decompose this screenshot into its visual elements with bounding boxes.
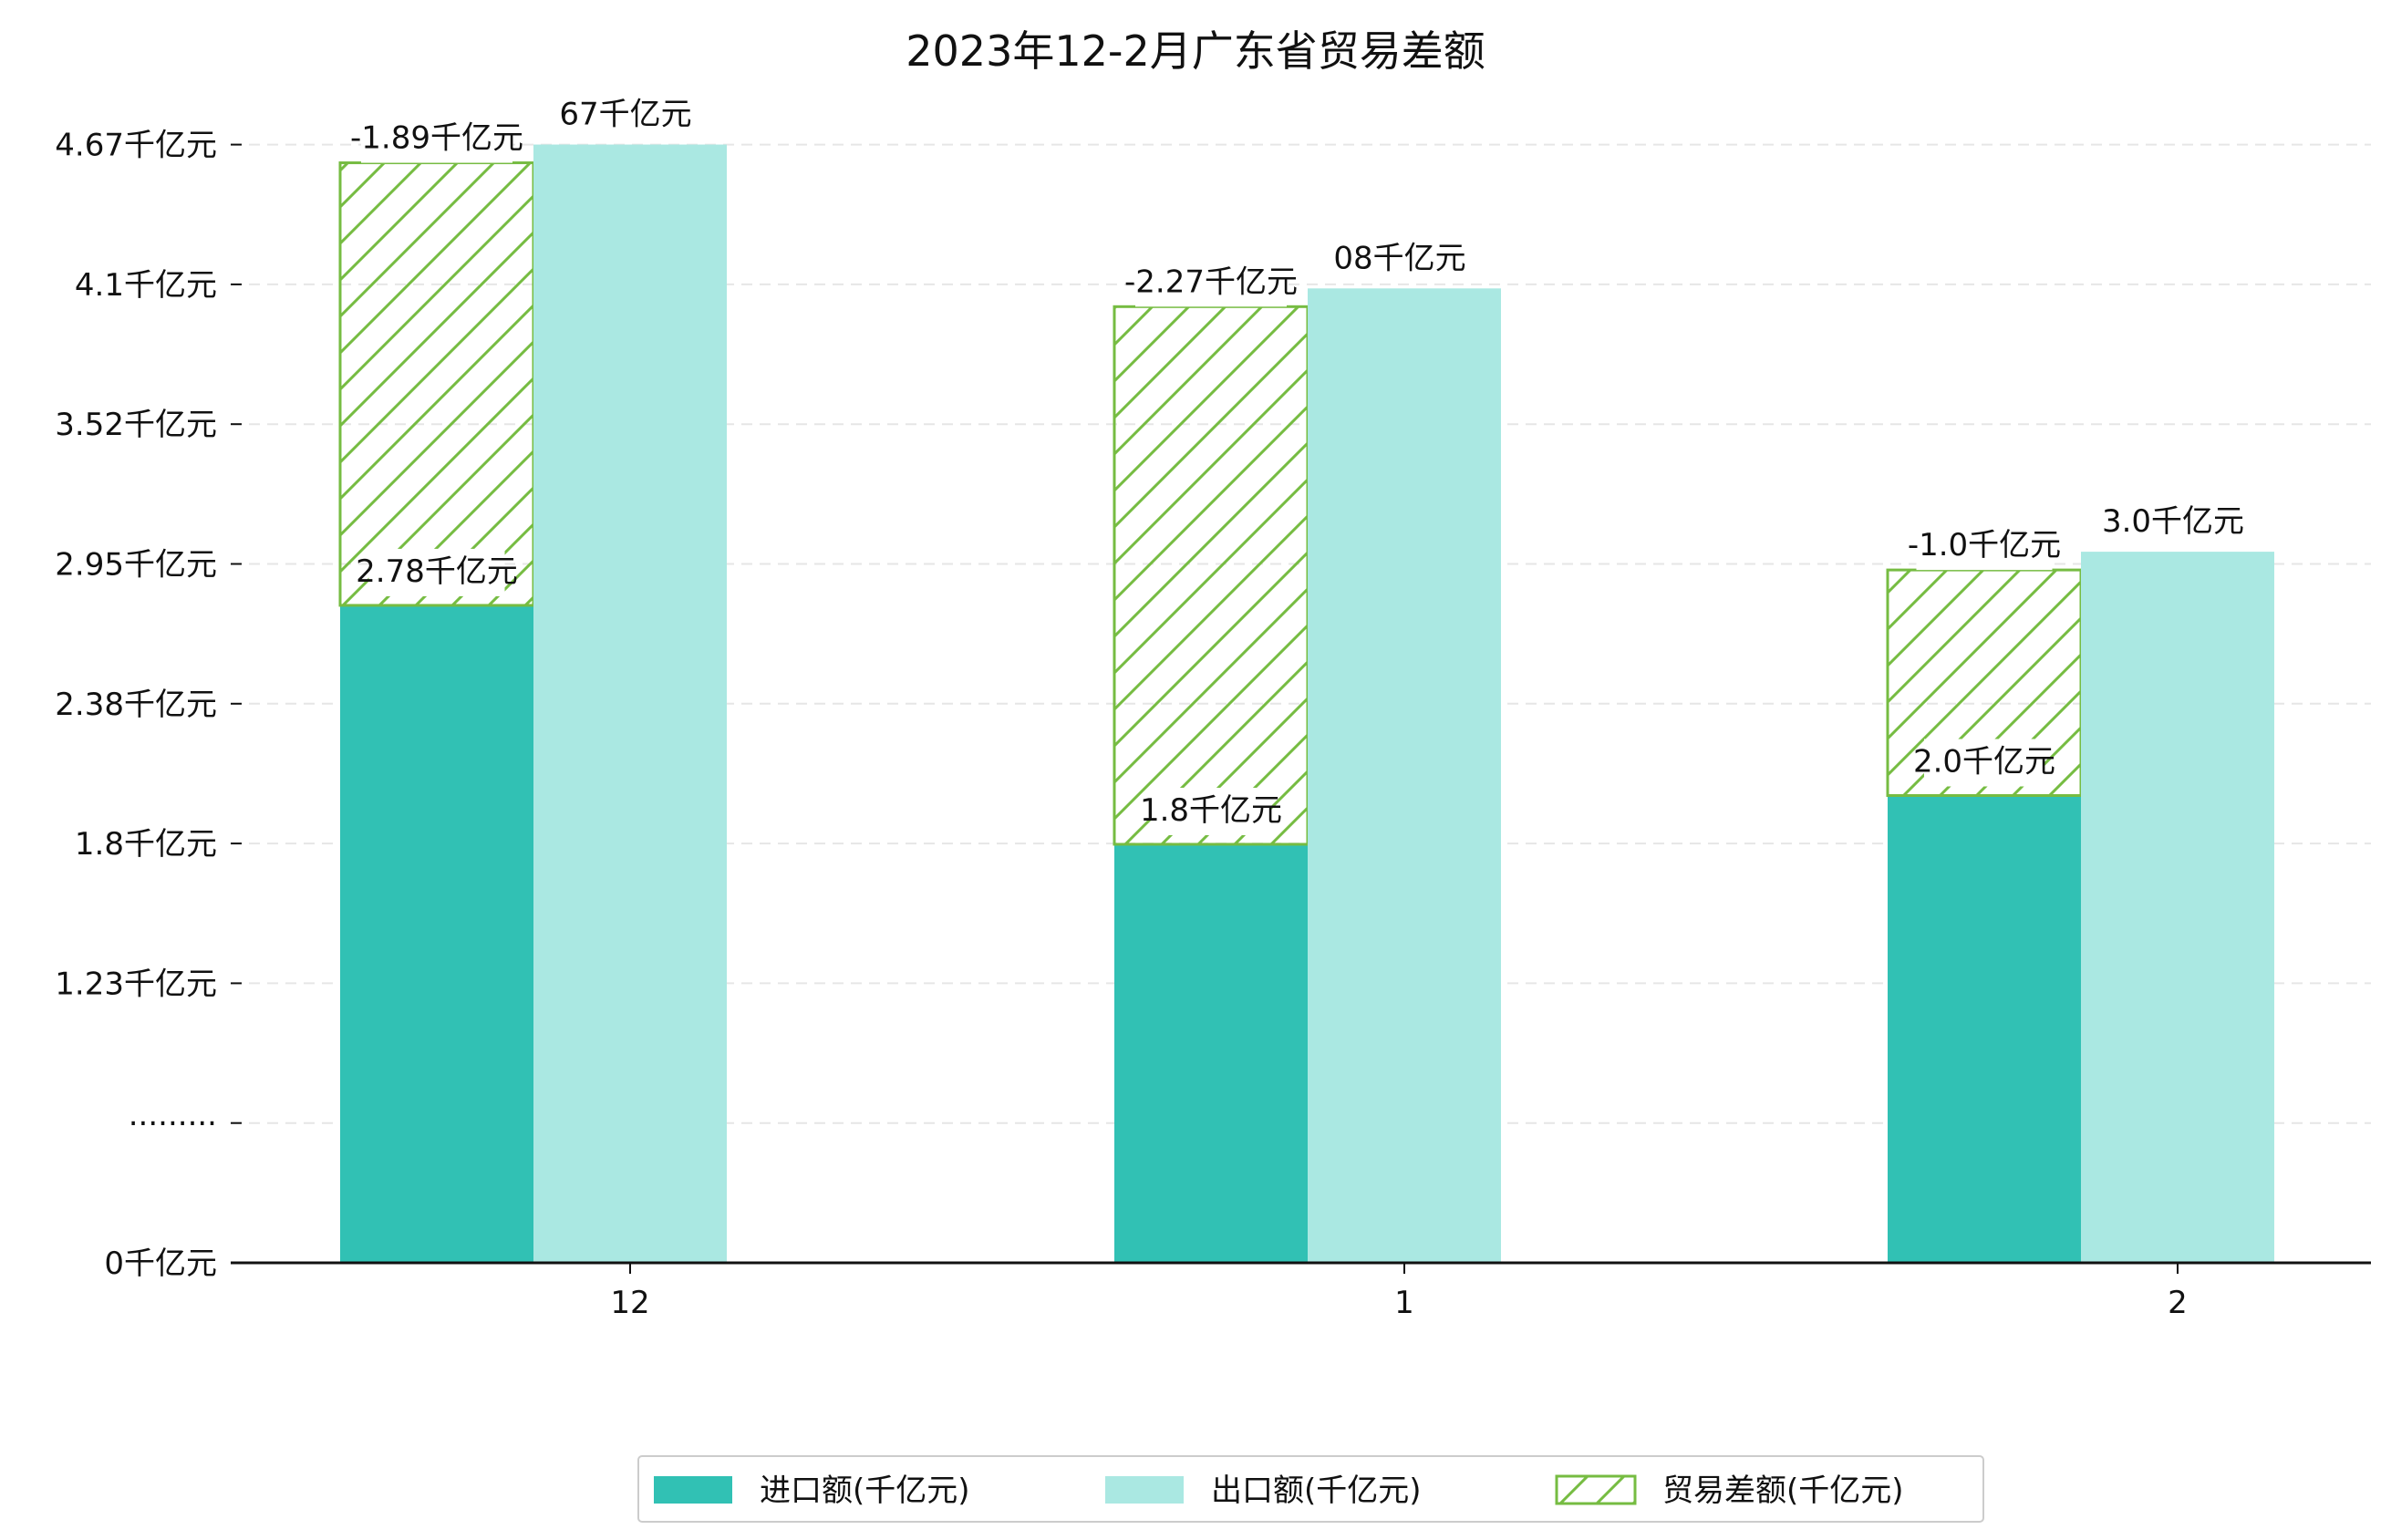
bar-trade-balance xyxy=(1113,305,1309,846)
legend-frame xyxy=(637,1455,1984,1523)
legend-label-import: 进口额(千亿元) xyxy=(760,1473,970,1509)
legend-swatch-import xyxy=(654,1476,732,1504)
bars xyxy=(338,144,2274,1264)
y-tick-label: ········· xyxy=(129,1106,217,1142)
x-tick-label: 2 xyxy=(2168,1285,2188,1321)
data-label-export-bg xyxy=(1347,235,1453,284)
data-label-trade-balance-bg xyxy=(1135,259,1287,307)
y-tick-label: 3.52千亿元 xyxy=(55,407,217,443)
data-label-import: 2.0千亿元 xyxy=(1913,744,2055,780)
data-label-export: 67千亿元 xyxy=(559,97,691,133)
bar-export xyxy=(2081,552,2274,1263)
bar-export xyxy=(533,144,727,1264)
x-axis: 12 1 2 xyxy=(231,1261,2371,1321)
bar-export xyxy=(1308,288,1501,1264)
bar-import xyxy=(1888,795,2081,1263)
chart-title: 2023年12-2月广东省贸易差额 xyxy=(906,26,1485,76)
legend-swatch-balance xyxy=(1555,1474,1637,1505)
legend-swatch-export xyxy=(1105,1476,1184,1504)
legend-label-balance: 贸易差额(千亿元) xyxy=(1662,1473,1904,1509)
bar-import xyxy=(1114,843,1308,1263)
legend-label-export: 出口额(千亿元) xyxy=(1211,1473,1422,1509)
data-label-trade-balance: -1.89千亿元 xyxy=(350,120,523,157)
y-tick-label: 4.67千亿元 xyxy=(55,128,217,164)
y-tick-label: 4.1千亿元 xyxy=(75,267,217,304)
data-labels: 2.78千亿元 -1.89千亿元 67千亿元 1.8千亿元 -2.27千亿元 08千亿元 2… xyxy=(350,91,2244,835)
x-tick-label: 1 xyxy=(1394,1285,1414,1321)
data-label-export-bg xyxy=(573,91,678,140)
data-label-import-bg xyxy=(368,548,505,596)
data-label-import: 2.78千亿元 xyxy=(356,553,518,590)
y-tick-label: 1.8千亿元 xyxy=(75,826,217,863)
y-tick-label: 2.95千亿元 xyxy=(55,547,217,584)
y-tick-label: 2.38千亿元 xyxy=(55,687,217,723)
y-axis: 0千亿元 ········· 1.23千亿元 1.8千亿元 2.38千亿元 2.95千亿元… xyxy=(55,128,242,1282)
data-label-trade-balance-bg xyxy=(1916,522,2053,571)
legend: 进口额(千亿元) 出口额(千亿元) 贸易差额(千亿元) xyxy=(637,1455,1984,1523)
data-label-export: 08千亿元 xyxy=(1333,240,1465,276)
data-label-import: 1.8千亿元 xyxy=(1140,792,1282,829)
data-label-export-bg xyxy=(2113,499,2233,547)
y-tick-label: 1.23千亿元 xyxy=(55,966,217,1002)
data-label-import-bg xyxy=(1924,739,2044,787)
data-label-trade-balance-bg xyxy=(361,115,512,163)
x-tick-label: 12 xyxy=(610,1285,649,1321)
data-label-import-bg xyxy=(1151,787,1271,835)
bar-trade-balance xyxy=(338,161,535,607)
data-label-trade-balance: -2.27千亿元 xyxy=(1124,264,1298,300)
data-label-trade-balance: -1.0千亿元 xyxy=(1908,527,2061,563)
data-label-export: 3.0千亿元 xyxy=(2102,503,2244,540)
y-tick-label: 0千亿元 xyxy=(104,1245,217,1282)
bar-import xyxy=(340,605,533,1263)
